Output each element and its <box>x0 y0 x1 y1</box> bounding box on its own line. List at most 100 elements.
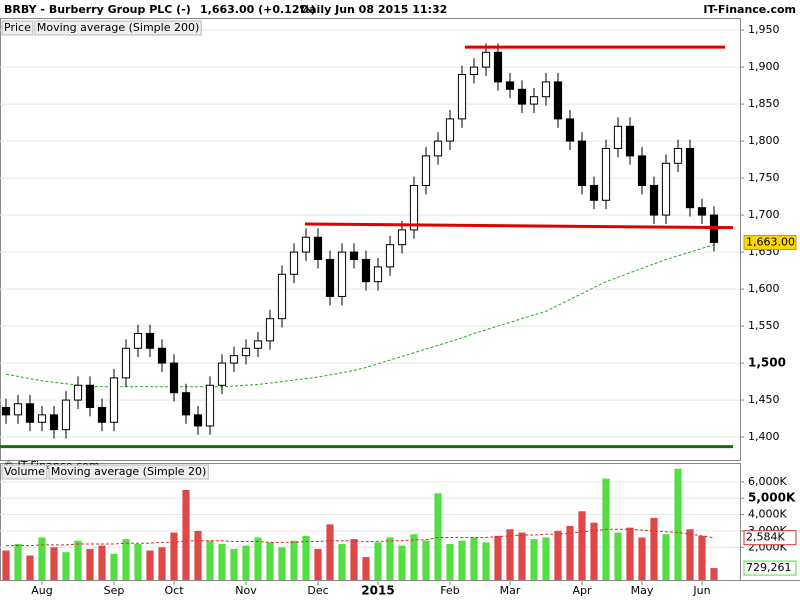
moving-average <box>6 528 715 547</box>
y-tick-label: 1,850 <box>748 97 780 110</box>
legend-entry: Moving average (Simple 20) <box>51 465 206 478</box>
legend-box <box>48 464 209 480</box>
volume-bar <box>314 548 322 580</box>
candle-body <box>61 399 71 431</box>
candle-body <box>421 155 431 186</box>
candle-body <box>289 251 299 275</box>
volume-bar <box>122 539 130 580</box>
candle-body <box>529 96 539 105</box>
volume-bar <box>638 537 646 580</box>
y-tick-label: 6,000K <box>748 475 787 488</box>
volume-bar <box>290 540 298 580</box>
candle-body <box>409 184 419 231</box>
volume-bar <box>422 540 430 580</box>
candle-body <box>133 332 143 349</box>
volume-bar <box>50 547 58 580</box>
volume-bar <box>242 545 250 580</box>
volume-bar <box>362 557 370 580</box>
volume-bar <box>650 517 658 580</box>
last-ma-box <box>743 530 797 546</box>
x-tick-label: Feb <box>440 584 459 597</box>
candle-body <box>697 207 707 216</box>
volume-bar <box>254 537 262 580</box>
candle-body <box>109 377 119 423</box>
legend-entry: Price <box>4 21 31 34</box>
volume-bar <box>410 534 418 580</box>
volume-bar <box>518 532 526 580</box>
candle-body <box>361 258 371 283</box>
volume-bar <box>110 553 118 580</box>
volume-bar <box>578 511 586 580</box>
volume-bar <box>62 552 70 580</box>
volume-bar <box>398 545 406 580</box>
last-volume-box <box>743 560 797 576</box>
volume-bar <box>74 540 82 580</box>
y-tick-label: 1,700 <box>748 208 780 221</box>
candle-body <box>661 162 671 216</box>
volume-bar <box>494 535 502 580</box>
y-tick-label: 1,500 <box>748 356 786 370</box>
volume-bar <box>386 537 394 580</box>
y-tick-label: 1,800 <box>748 134 780 147</box>
volume-bar <box>338 544 346 580</box>
volume-bar <box>470 537 478 580</box>
volume-bar <box>170 532 178 580</box>
candle-body <box>145 332 155 349</box>
volume-bar <box>458 540 466 580</box>
x-tick-label: Aug <box>31 584 52 597</box>
candle-body <box>685 147 695 209</box>
volume-bar <box>146 550 154 580</box>
candle-body <box>517 88 527 105</box>
volume-bar <box>302 535 310 580</box>
volume-bar <box>674 468 682 580</box>
volume-bar <box>662 534 670 580</box>
candle-body <box>649 184 659 216</box>
candle-body <box>565 118 575 142</box>
volume-bar <box>698 535 706 580</box>
volume-bar <box>686 529 694 580</box>
volume-bar <box>182 490 190 580</box>
volume-bar <box>266 542 274 580</box>
candle-body <box>301 236 311 253</box>
symbol: BRBY - Burberry Group PLC (-) <box>4 3 191 16</box>
last-price-label: 1,663.00 <box>746 235 795 248</box>
x-tick-label: Dec <box>307 584 328 597</box>
candle-body <box>397 229 407 246</box>
candle-body <box>481 51 491 68</box>
volume-bar <box>350 539 358 580</box>
volume-bar <box>626 527 634 580</box>
candle-body <box>349 251 359 260</box>
brand: IT-Finance.com <box>703 3 796 16</box>
last-price-box <box>743 234 797 250</box>
volume-bar <box>26 555 34 580</box>
y-tick-label: 1,900 <box>748 60 780 73</box>
last-volume-label: 729,261 <box>746 561 792 574</box>
volume-bar <box>566 526 574 580</box>
candle-body <box>157 347 167 364</box>
legend-box <box>34 20 202 36</box>
candle-body <box>445 118 455 142</box>
volume-bar <box>158 547 166 580</box>
volume-bar <box>710 568 718 580</box>
y-tick-label: 1,750 <box>748 171 780 184</box>
volume-bar <box>326 524 334 580</box>
y-tick-label: 4,000K <box>748 508 787 521</box>
candle-body <box>601 147 611 201</box>
volume-bar <box>482 542 490 580</box>
candle-body <box>1 406 11 416</box>
volume-bar <box>194 530 202 580</box>
volume-bar <box>590 522 598 580</box>
candle-body <box>337 251 347 297</box>
x-tick-label: Nov <box>235 584 257 597</box>
candle-body <box>469 66 479 75</box>
candle-body <box>85 384 95 408</box>
last-ma-label: 2,584K <box>746 531 785 544</box>
volume-bar <box>530 539 538 580</box>
volume-bar <box>614 532 622 580</box>
candle-body <box>433 140 443 157</box>
candle-body <box>241 347 251 357</box>
volume-bar <box>446 544 454 580</box>
y-tick-label: 5,000K <box>748 491 796 505</box>
candle-body <box>169 362 179 394</box>
candle-body <box>193 414 203 427</box>
